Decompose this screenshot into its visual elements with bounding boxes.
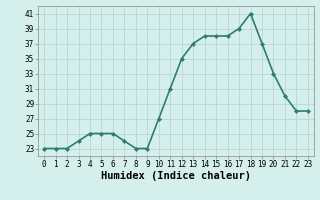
X-axis label: Humidex (Indice chaleur): Humidex (Indice chaleur): [101, 171, 251, 181]
